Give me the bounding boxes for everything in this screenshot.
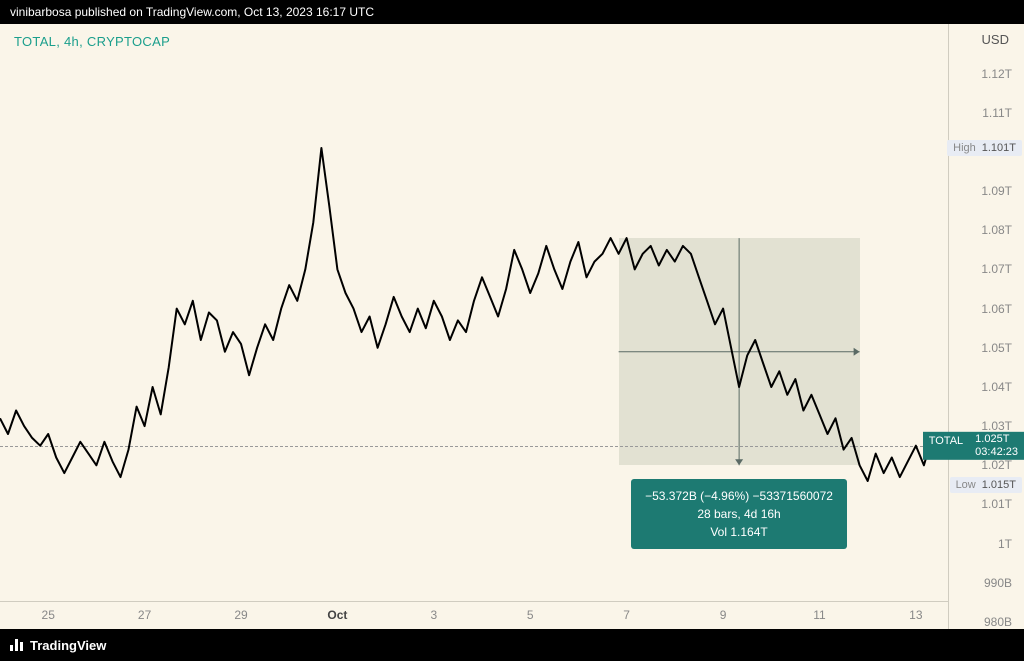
- x-axis[interactable]: 25 27 29 Oct 3 5 7 9 11 13: [0, 601, 948, 629]
- y-tick-label: 1.04T: [981, 380, 1012, 394]
- x-tick-label: 27: [138, 608, 151, 622]
- x-tick-label: 3: [430, 608, 437, 622]
- tooltip-line1: −53.372B (−4.96%) −53371560072: [645, 487, 833, 505]
- y-tick-label: 1.06T: [981, 302, 1012, 316]
- x-tick-label: 9: [720, 608, 727, 622]
- tooltip-line2: 28 bars, 4d 16h: [645, 505, 833, 523]
- y-tick-label: 1.12T: [981, 67, 1012, 81]
- tooltip-line3: Vol 1.164T: [645, 523, 833, 541]
- high-value: 1.101T: [982, 142, 1016, 154]
- x-tick-label: 25: [42, 608, 55, 622]
- y-tick-label: 990B: [984, 576, 1012, 590]
- footer-bar: TradingView: [0, 629, 1024, 661]
- y-tick-label: 1.05T: [981, 341, 1012, 355]
- plot-area[interactable]: −53.372B (−4.96%) −53371560072 28 bars, …: [0, 54, 948, 622]
- y-tick-label: 1.07T: [981, 262, 1012, 276]
- y-tick-label: 980B: [984, 615, 1012, 629]
- y-axis-currency: USD: [982, 32, 1009, 47]
- y-tick-label: 1T: [998, 537, 1012, 551]
- y-tick-label: 1.11T: [982, 106, 1012, 120]
- measure-tooltip: −53.372B (−4.96%) −53371560072 28 bars, …: [631, 479, 847, 549]
- x-tick-label: 5: [527, 608, 534, 622]
- y-tick-label: 1.02T: [981, 458, 1012, 472]
- y-axis[interactable]: USD 1.12T1.11T1.1T1.09T1.08T1.07T1.06T1.…: [948, 24, 1024, 629]
- current-countdown: 03:42:23: [975, 446, 1018, 459]
- high-label: High: [953, 142, 976, 154]
- chart-source: CRYPTOCAP: [87, 34, 170, 49]
- x-tick-label: Oct: [327, 608, 347, 622]
- x-tick-label: 29: [234, 608, 247, 622]
- current-value: 1.025T: [975, 433, 1009, 446]
- y-tick-label: 1.09T: [981, 184, 1012, 198]
- x-tick-label: 11: [813, 608, 825, 622]
- chart-symbol: TOTAL: [14, 34, 56, 49]
- low-value: 1.015T: [982, 479, 1016, 491]
- publish-header: vinibarbosa published on TradingView.com…: [0, 0, 1024, 24]
- current-label: TOTAL: [923, 432, 969, 460]
- high-price-flag: High 1.101T: [947, 140, 1022, 156]
- footer-brand: TradingView: [30, 638, 106, 653]
- chart-title: TOTAL, 4h, CRYPTOCAP: [14, 34, 170, 49]
- low-label: Low: [956, 479, 976, 491]
- chart-container: TOTAL, 4h, CRYPTOCAP −53.372B (−4.96%) −…: [0, 24, 1024, 661]
- low-price-flag: Low 1.015T: [950, 477, 1022, 493]
- x-tick-label: 13: [909, 608, 922, 622]
- publish-text: vinibarbosa published on TradingView.com…: [10, 5, 374, 19]
- x-tick-label: 7: [623, 608, 630, 622]
- y-tick-label: 1.08T: [981, 223, 1012, 237]
- current-price-flag: TOTAL 1.025T 03:42:23: [923, 432, 1024, 460]
- chart-interval: 4h: [64, 34, 79, 49]
- tradingview-logo-icon: [10, 639, 24, 651]
- y-tick-label: 1.01T: [981, 497, 1012, 511]
